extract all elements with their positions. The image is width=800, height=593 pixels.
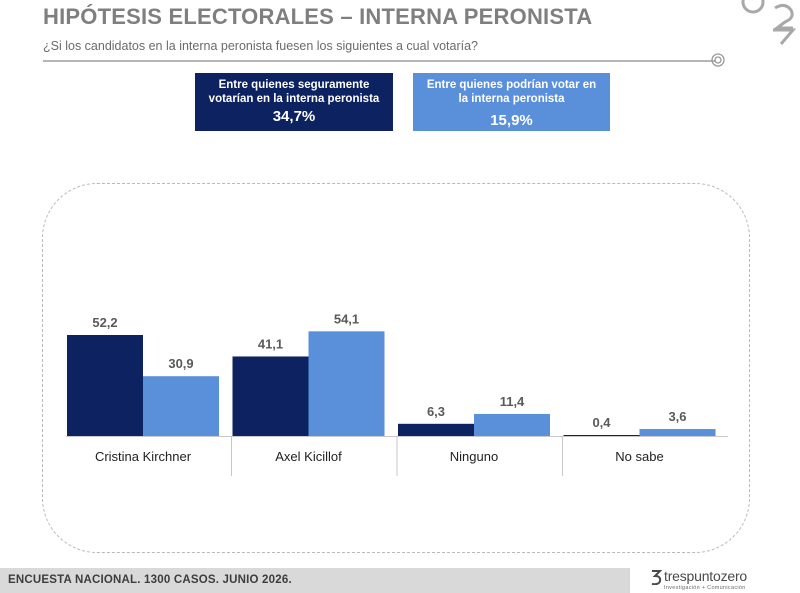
bar-2-1 xyxy=(474,413,550,436)
segment-sure-value: 34,7% xyxy=(272,108,316,125)
chart-frame xyxy=(42,183,750,553)
category-label-2: Ninguno xyxy=(450,449,498,464)
header-divider xyxy=(43,60,715,62)
bar-1-1 xyxy=(308,331,385,436)
data-label-1-1: 54,1 xyxy=(334,311,359,326)
decorative-logo-icon xyxy=(741,0,797,45)
segment-could-box: Entre quienes podrían votar en la intern… xyxy=(413,73,610,131)
segment-could-label-line1: Entre quienes podrían votar en xyxy=(426,79,597,91)
brand-tagline: Investigación + Comunicación xyxy=(664,585,746,591)
category-label-0: Cristina Kirchner xyxy=(95,449,192,464)
footer-text: ENCUESTA NACIONAL. 1300 CASOS. JUNIO 202… xyxy=(8,574,292,586)
data-label-1-0: 41,1 xyxy=(258,336,283,351)
data-label-0-1: 30,9 xyxy=(168,356,193,371)
segment-sure-label-line2: votarían en la interna peronista xyxy=(208,93,380,105)
segment-could-value: 15,9% xyxy=(490,112,533,129)
bar-1-0 xyxy=(232,356,309,436)
segment-sure-box: Entre quienes seguramente votarían en la… xyxy=(195,73,393,131)
page-subtitle: ¿Si los candidatos en la interna peronis… xyxy=(43,39,478,53)
bar-3-0 xyxy=(563,435,640,436)
segment-sure-label-line1: Entre quienes seguramente xyxy=(218,79,370,91)
page-title: HIPÓTESIS ELECTORALES – INTERNA PERONIST… xyxy=(43,4,593,29)
category-label-3: No sabe xyxy=(615,449,663,464)
data-label-2-1: 11,4 xyxy=(500,394,525,409)
bar-2-0 xyxy=(398,423,474,436)
footer-bar: ENCUESTA NACIONAL. 1300 CASOS. JUNIO 202… xyxy=(0,568,630,593)
data-label-0-0: 52,2 xyxy=(92,315,117,330)
data-label-3-0: 0,4 xyxy=(592,415,611,430)
data-label-2-0: 6,3 xyxy=(427,404,445,419)
data-label-3-1: 3,6 xyxy=(668,409,686,424)
segment-could-label-line2: la interna peronista xyxy=(458,93,565,105)
spiral-icon xyxy=(711,53,725,67)
bar-0-0 xyxy=(67,335,143,436)
bar-0-1 xyxy=(143,376,219,436)
bar-3-1 xyxy=(639,429,716,436)
brand-name: trespuntozero xyxy=(664,568,748,584)
brand-mark-icon xyxy=(651,570,662,585)
category-label-1: Axel Kicillof xyxy=(275,449,342,464)
